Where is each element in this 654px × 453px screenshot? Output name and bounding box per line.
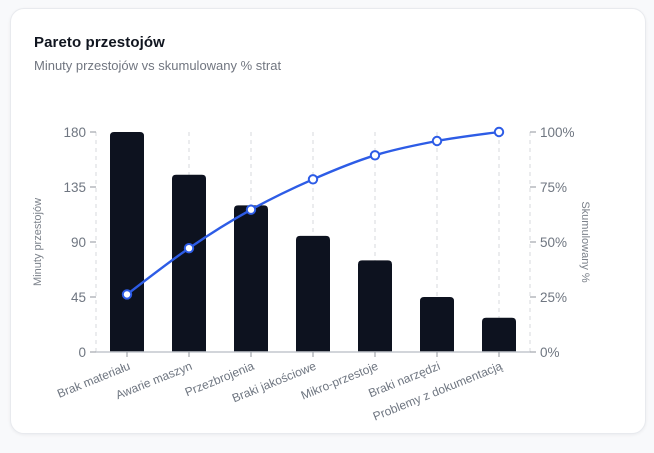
line-point-0[interactable]: [121, 289, 133, 300]
line-point-1[interactable]: [183, 243, 195, 254]
y-axis-right-title: Skumulowany %: [579, 201, 591, 283]
pareto-bar-3[interactable]: [296, 235, 330, 352]
y-left-tick-label-4: 180: [63, 125, 86, 140]
line-point-5[interactable]: [431, 135, 443, 147]
y-axis-left-title: Minuty przestojów: [32, 198, 44, 286]
line-point-3[interactable]: [307, 174, 319, 185]
line-point-6[interactable]: [493, 126, 505, 138]
pareto-bar-5[interactable]: [420, 297, 454, 352]
chart-title: Pareto przestojów: [34, 34, 165, 51]
pareto-bar-0[interactable]: [110, 132, 144, 352]
y-right-tick-label-1: 25%: [540, 290, 567, 305]
pareto-bar-4[interactable]: [358, 260, 392, 352]
pareto-bar-6[interactable]: [482, 317, 516, 352]
y-right-tick-label-3: 75%: [540, 180, 567, 195]
line-point-4[interactable]: [369, 150, 381, 161]
y-left-tick-label-0: 0: [78, 345, 86, 360]
y-left-tick-label-2: 90: [71, 235, 86, 250]
pareto-card: Pareto przestojów Minuty przestojów vs s…: [10, 8, 646, 434]
y-left-tick-label-1: 45: [71, 290, 86, 305]
y-right-tick-label-4: 100%: [540, 125, 575, 140]
chart-subtitle: Minuty przestojów vs skumulowany % strat: [34, 58, 282, 73]
y-right-tick-label-2: 50%: [540, 235, 567, 250]
pareto-bar-2[interactable]: [234, 205, 268, 352]
line-point-2[interactable]: [245, 204, 257, 215]
y-left-tick-label-3: 135: [63, 180, 86, 195]
y-right-tick-label-0: 0%: [540, 345, 560, 360]
pareto-bar-1[interactable]: [172, 174, 206, 352]
